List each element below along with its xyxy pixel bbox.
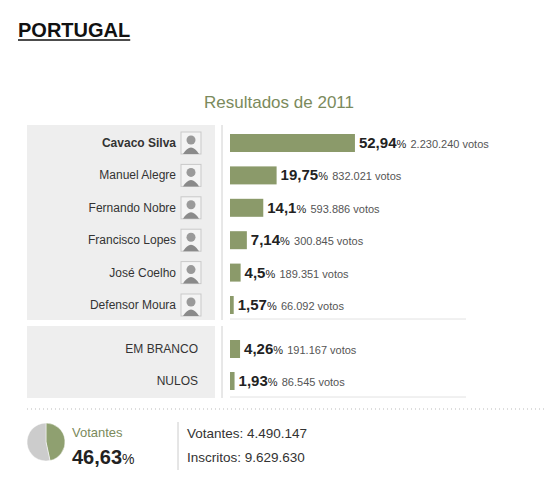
value-number: 1,93 [239,372,268,389]
value-unit: % [267,300,277,312]
bar [230,264,241,282]
category-label: Francisco Lopes [88,233,176,247]
heading: PORTUGAL [18,19,130,41]
votes-label: 86.545 votos [282,376,345,388]
value-number: 4,26 [244,340,273,357]
candidate-photo [181,164,201,186]
separator [222,326,223,398]
value-number: 7,14 [251,231,281,248]
value-unit: % [265,268,275,280]
bar [230,166,277,184]
heading-underline [18,39,130,41]
photo-head [187,298,196,307]
value-unit: % [396,138,406,150]
bars [230,134,355,314]
photo-frame [181,229,201,251]
pie-slice [27,423,50,461]
votes-label: 191.167 votos [287,344,357,356]
photo-head [187,233,196,242]
value-unit: % [280,235,290,247]
candidate-photo [181,294,201,316]
bar [230,231,247,249]
category-label: Defensor Moura [90,298,176,312]
chart-root: PORTUGAL Resultados de 2011 Cavaco Silva Ma… [0,0,559,480]
pie-value-label: 46,63% [72,446,135,468]
photo-head [187,168,196,177]
photo-head [187,265,196,274]
value-label: 1,93% [239,372,278,389]
photo-body [183,180,199,187]
value-unit: % [268,376,278,388]
photo-frame [181,262,201,284]
votes-label: 832.021 votos [332,170,402,182]
axis-line [230,397,466,398]
bar [230,199,263,217]
category-label: José Coelho [109,266,176,280]
photo-head [187,200,196,209]
separator [222,125,223,320]
pie [27,423,65,461]
value-number: 1,57 [238,296,267,313]
votes-label: 189.351 votos [279,268,349,280]
value-number: 19,75 [281,166,319,183]
value-unit: % [273,344,283,356]
pie-category: Votantes [72,425,123,440]
value-label: 4,26% [244,340,283,357]
bar [230,134,355,152]
value-label: 4,5% [245,264,276,281]
bar [230,372,235,390]
photo-frame [181,164,201,186]
label-panel [27,326,215,398]
photo-body [183,310,199,317]
candidate-photo [181,229,201,251]
stats-separator [178,422,179,470]
pie-value-number: 46,63 [72,446,122,468]
value-number: 14,1 [267,199,296,216]
photo-body [183,245,199,252]
photo-body [183,277,199,284]
pie-value-unit: % [122,451,134,467]
value-label: 1,57% [238,296,277,313]
category-label: Cavaco Silva [102,136,176,150]
value-label: 14,1% [267,199,306,216]
value-label: 19,75% [281,166,329,183]
candidate-photo [181,132,201,154]
divider [27,409,545,410]
value-label: 7,14% [251,231,290,248]
photo-head [187,136,196,145]
votes-label: 593.886 votos [310,203,380,215]
photo-frame [181,294,201,316]
photo-body [183,148,199,155]
value-label: 52,94% [359,134,407,151]
bar [230,340,240,358]
value-number: 4,5 [245,264,266,281]
candidate-photo [181,262,201,284]
category-label: Manuel Alegre [99,168,176,182]
value-unit: % [296,203,306,215]
candidate-photo [181,197,201,219]
annotation: Votantes: 4.490.147 [187,426,307,441]
bar [230,296,234,314]
category-label: NULOS [157,374,198,388]
value-number: 52,94 [359,134,397,151]
photo-body [183,212,199,219]
label-panel [27,125,215,320]
votes-label: 2.230.240 votos [410,138,489,150]
axis-line [230,319,466,320]
votes-label: 66.092 votos [281,300,344,312]
votes-label: 300.845 votos [294,235,364,247]
annotation: Inscritos: 9.629.630 [187,450,305,465]
category-label: EM BRANCO [125,342,198,356]
value-unit: % [318,170,328,182]
photo-frame [181,197,201,219]
photo-frame [181,132,201,154]
subtitle: Resultados de 2011 [204,93,354,112]
category-label: Fernando Nobre [89,201,177,215]
